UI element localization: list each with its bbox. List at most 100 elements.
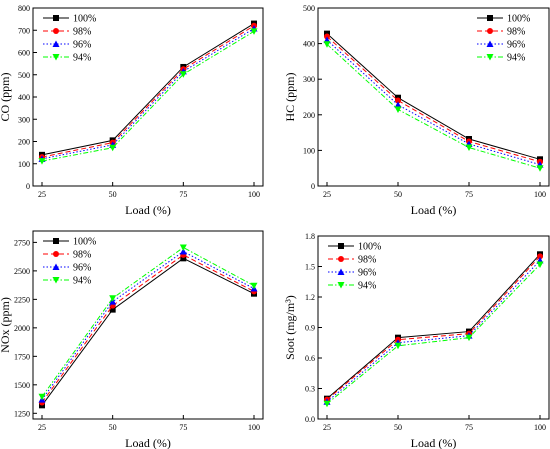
legend-entry: 96% [73, 40, 91, 51]
data-point [109, 144, 117, 152]
legend-marker [338, 256, 344, 262]
chart-panel-3: 1250 1500 1750 2000 2250 2500 2750 25 50 75 100 Loa… [0, 230, 264, 449]
x-tick-label: 25 [323, 190, 331, 199]
series-line-3 [41, 250, 255, 400]
y-tick-label: 1250 [14, 409, 30, 418]
data-point [465, 334, 473, 342]
legend-entry: 100% [73, 14, 96, 25]
y-tick-label: 800 [18, 4, 30, 13]
series-line-1 [326, 253, 541, 400]
y-axis-label: CO (ppm) [0, 73, 12, 122]
data-point [38, 158, 46, 165]
plot-frame [317, 235, 550, 420]
series-line-1 [41, 23, 255, 156]
series-line-4 [326, 264, 541, 405]
data-point [109, 295, 117, 302]
legend-entry: 100% [73, 237, 96, 248]
x-axis-label: Load (%) [411, 436, 457, 449]
data-point [109, 306, 116, 313]
y-tick-label: 300 [303, 75, 315, 84]
y-tick-label: 0.3 [305, 385, 315, 394]
y-tick-label: 2000 [14, 324, 30, 333]
y-tick-label: 1500 [14, 381, 30, 390]
data-point [250, 28, 258, 35]
series-line-3 [41, 28, 255, 160]
legend-entry: 96% [507, 40, 525, 51]
legend-marker [337, 268, 345, 275]
y-tick-label: 700 [18, 26, 30, 35]
legend-entry: 94% [73, 276, 91, 287]
series-line-1 [326, 33, 541, 160]
data-point [395, 97, 401, 104]
legend: 100% 98% 96% 94% [43, 14, 96, 64]
legend-entry: 94% [507, 53, 525, 64]
legend-entry: 98% [507, 27, 525, 38]
data-point [536, 165, 544, 172]
data-point [323, 41, 331, 48]
y-tick-label: 200 [18, 138, 30, 147]
data-point [324, 33, 330, 40]
legend-entry: 96% [73, 263, 91, 274]
legend-marker [53, 28, 59, 34]
legend-entry: 96% [358, 268, 376, 279]
data-point [394, 101, 402, 108]
series-line-2 [41, 254, 255, 403]
chart-panel-2: 0 100 200 300 400 500 25 50 75 100 Load (%) HC (ppm… [283, 4, 550, 217]
legend-marker [53, 251, 59, 257]
x-tick-label: 75 [465, 423, 473, 432]
legend-entry: 98% [73, 27, 91, 38]
y-tick-label: 200 [303, 111, 315, 120]
y-tick-label: 0 [311, 182, 315, 191]
legend-marker [53, 15, 59, 21]
legend-marker [486, 54, 494, 61]
legend-marker [53, 238, 59, 244]
x-tick-label: 25 [323, 423, 331, 432]
legend-entry: 98% [358, 255, 376, 266]
y-tick-label: 1.8 [305, 232, 315, 241]
legend-marker [52, 54, 60, 61]
y-axis-label: NOx (ppm) [0, 297, 12, 353]
data-point [323, 400, 331, 408]
y-tick-label: 1.5 [305, 263, 315, 272]
x-tick-label: 75 [465, 190, 473, 199]
x-tick-label: 100 [534, 190, 546, 199]
data-point [537, 253, 543, 260]
series-line-4 [41, 246, 255, 398]
x-tick-label: 25 [38, 190, 46, 199]
x-axis-label: Load (%) [411, 203, 457, 217]
legend-marker [337, 282, 345, 289]
series-line-2 [41, 25, 255, 158]
y-tick-label: 2750 [14, 238, 30, 247]
x-tick-label: 50 [109, 190, 117, 199]
legend: 100% 98% 96% 94% [477, 14, 530, 64]
series-line-3 [326, 39, 541, 166]
x-tick-label: 100 [534, 423, 546, 432]
y-tick-label: 0.6 [305, 354, 315, 363]
y-tick-label: 1750 [14, 352, 30, 361]
x-axis-label: Load (%) [125, 203, 171, 217]
legend: 100% 98% 96% 94% [328, 242, 381, 292]
x-axis-label: Load (%) [125, 436, 171, 449]
x-tick-label: 50 [109, 423, 117, 432]
y-tick-label: 100 [18, 160, 30, 169]
legend-marker [52, 40, 60, 47]
legend-entry: 94% [73, 53, 91, 64]
plot-frame [317, 7, 550, 187]
data-point [180, 255, 187, 262]
y-tick-label: 600 [18, 49, 30, 58]
legend-entry: 100% [507, 14, 530, 25]
x-tick-label: 50 [394, 190, 402, 199]
legend: 100% 98% 96% 94% [43, 237, 96, 287]
x-tick-label: 75 [179, 423, 187, 432]
legend-marker [487, 15, 493, 21]
x-tick-label: 50 [394, 423, 402, 432]
legend-marker [338, 243, 344, 249]
y-tick-label: 500 [18, 71, 30, 80]
legend-marker [52, 263, 60, 270]
x-tick-label: 75 [179, 190, 187, 199]
y-tick-label: 400 [303, 40, 315, 49]
series-line-2 [326, 255, 541, 401]
y-tick-label: 100 [303, 146, 315, 155]
data-point [465, 144, 473, 152]
